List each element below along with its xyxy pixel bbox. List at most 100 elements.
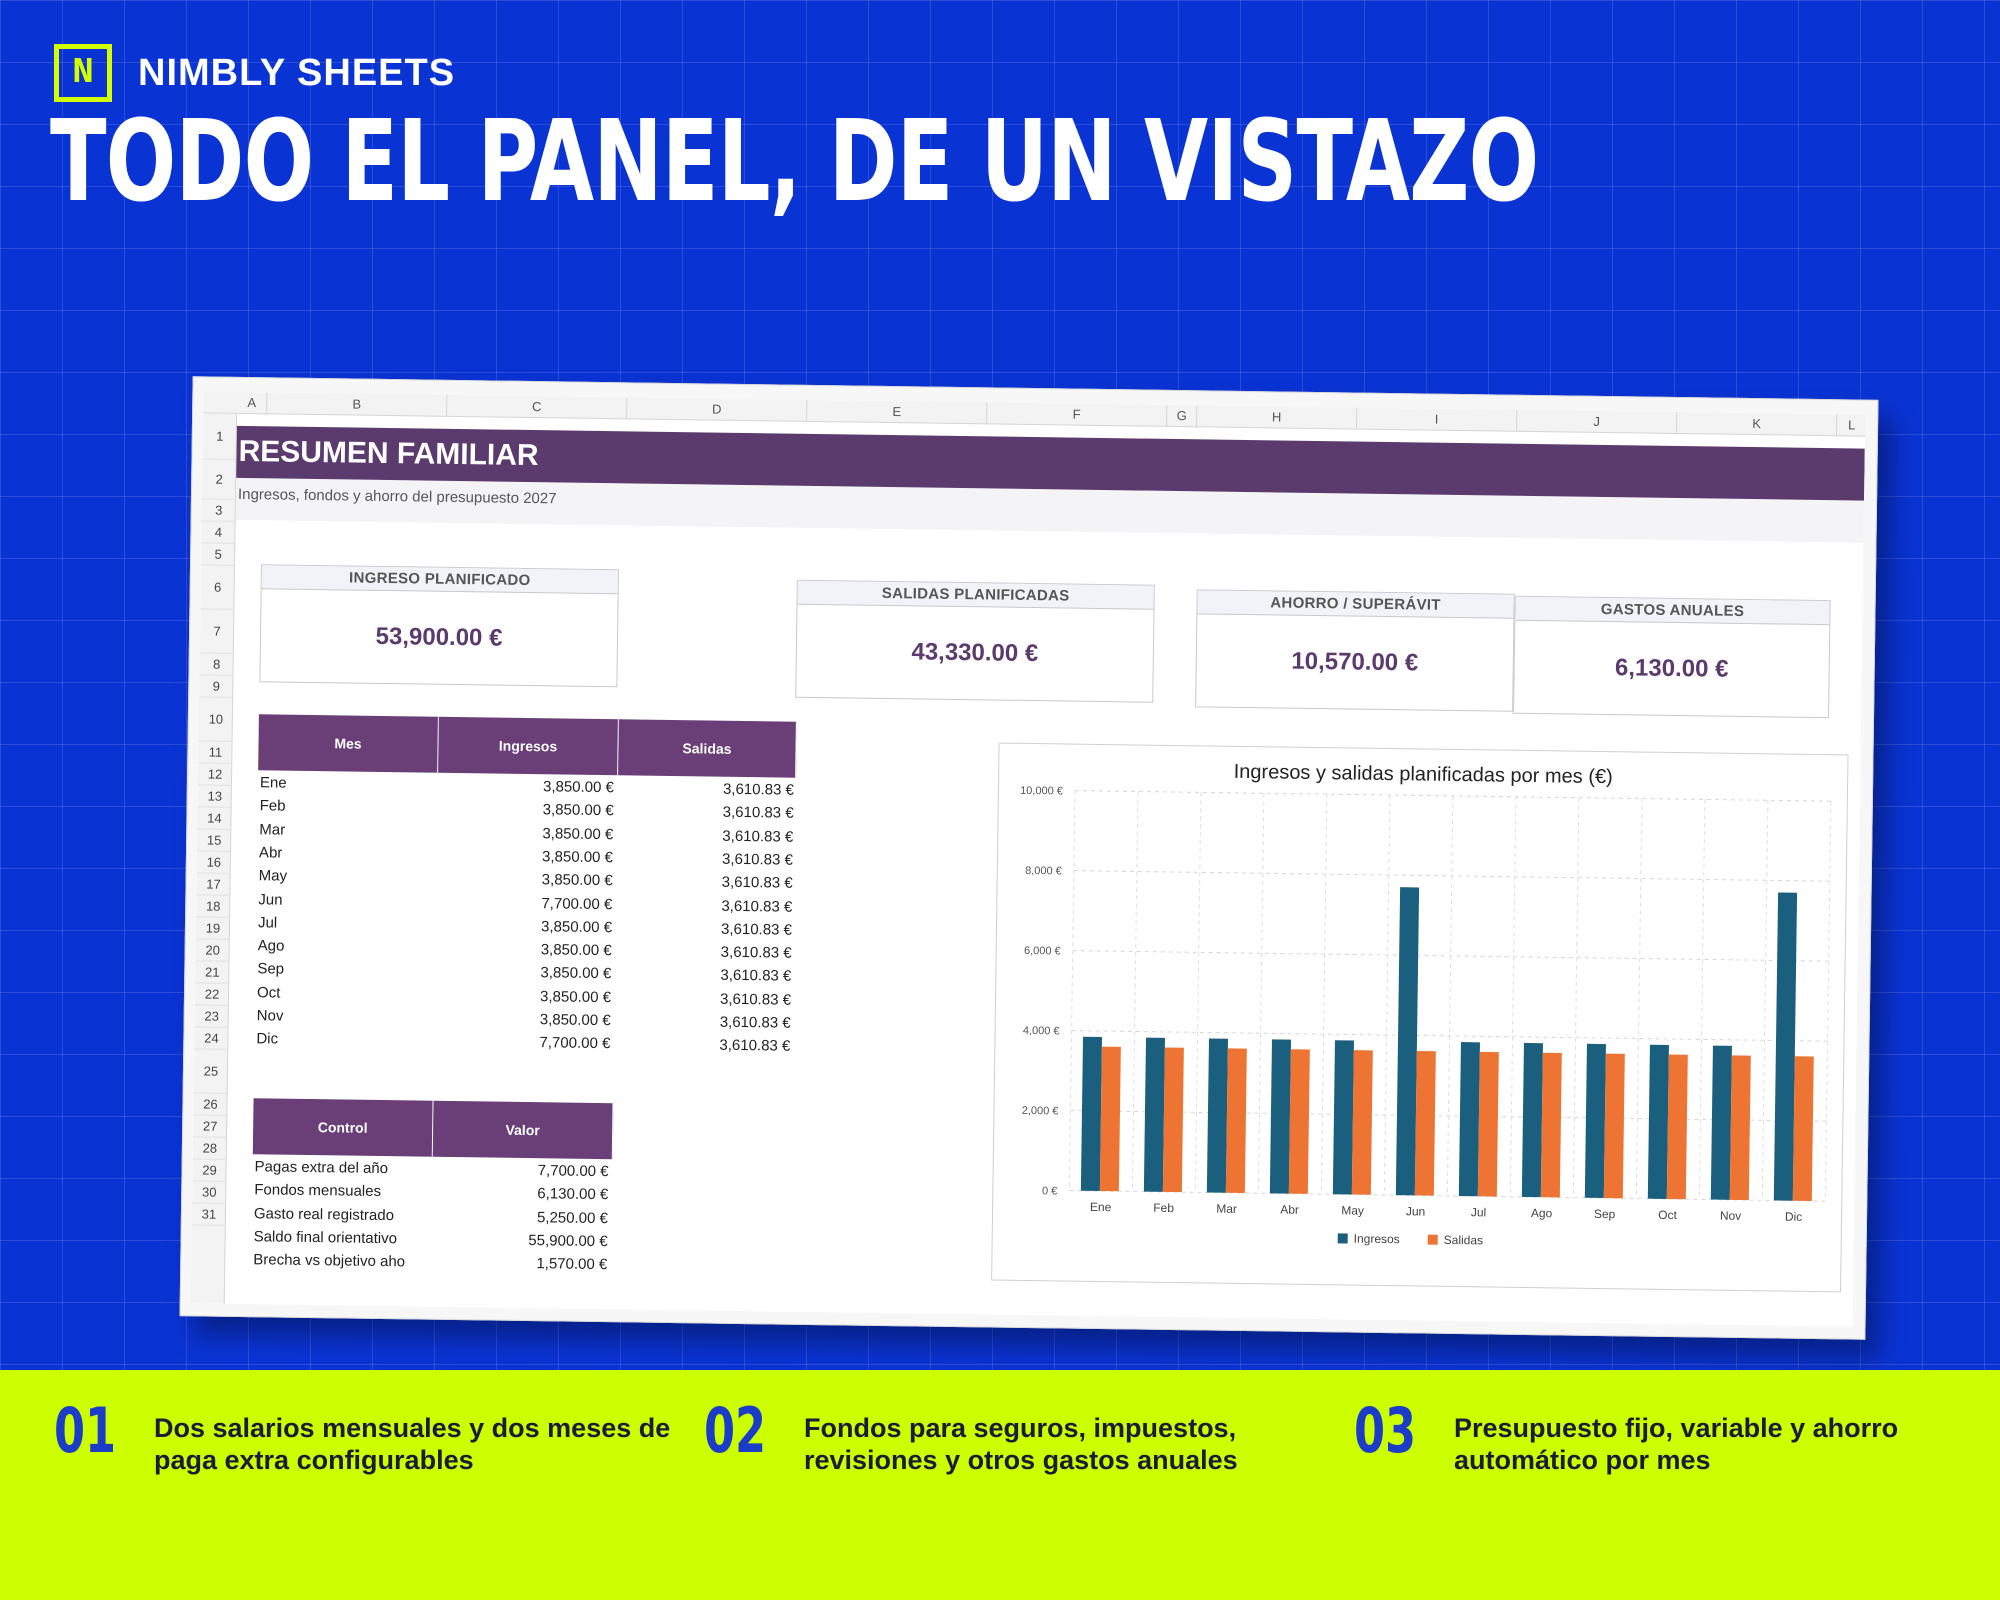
- row-header-21[interactable]: 21: [195, 961, 230, 984]
- row-header-27[interactable]: 27: [193, 1115, 228, 1138]
- x-tick-label: Ago: [1531, 1206, 1553, 1220]
- row-header-7[interactable]: 7: [199, 609, 235, 654]
- bar-ingresos-mar: [1206, 1038, 1228, 1193]
- column-header-c[interactable]: C: [447, 394, 628, 420]
- row-header-17[interactable]: 17: [196, 873, 231, 896]
- row-header-30[interactable]: 30: [192, 1181, 227, 1204]
- column-header-i[interactable]: I: [1357, 407, 1518, 432]
- column-header-salidas: Salidas: [618, 719, 797, 778]
- row-header-14[interactable]: 14: [197, 807, 232, 830]
- ingresos-cell[interactable]: 3,850.00 €: [542, 801, 614, 820]
- row-header-23[interactable]: 23: [194, 1005, 229, 1028]
- bar-salidas-mar: [1225, 1048, 1247, 1194]
- row-header-19[interactable]: 19: [195, 917, 231, 940]
- row-header-18[interactable]: 18: [196, 895, 231, 918]
- ingresos-cell[interactable]: 7,700.00 €: [541, 894, 613, 913]
- salidas-cell[interactable]: 3,610.83 €: [719, 990, 792, 1009]
- ingresos-cell[interactable]: 3,850.00 €: [542, 778, 615, 797]
- salidas-cell[interactable]: 3,610.83 €: [721, 873, 793, 892]
- ingresos-cell[interactable]: 3,850.00 €: [539, 987, 612, 1006]
- control-value-cell[interactable]: 1,570.00 €: [536, 1255, 608, 1274]
- month-cell[interactable]: Mar: [259, 820, 286, 839]
- column-header-j[interactable]: J: [1516, 409, 1678, 435]
- ingresos-cell[interactable]: 3,850.00 €: [540, 964, 612, 983]
- month-cell[interactable]: Dic: [256, 1030, 279, 1048]
- ingresos-cell[interactable]: 3,850.00 €: [539, 1011, 611, 1030]
- row-header-20[interactable]: 20: [195, 939, 230, 962]
- column-header-f[interactable]: F: [987, 402, 1168, 427]
- ingresos-cell[interactable]: 7,700.00 €: [539, 1034, 611, 1053]
- control-label-cell[interactable]: Brecha vs objetivo aho: [253, 1251, 406, 1271]
- column-header-h[interactable]: H: [1197, 405, 1358, 430]
- ingresos-cell[interactable]: 3,850.00 €: [542, 824, 614, 843]
- month-cell[interactable]: Nov: [256, 1007, 284, 1025]
- month-cell[interactable]: Sep: [257, 960, 285, 978]
- salidas-cell[interactable]: 3,610.83 €: [721, 850, 794, 869]
- control-value-cell[interactable]: 55,900.00 €: [528, 1231, 608, 1251]
- control-label-cell[interactable]: Fondos mensuales: [254, 1181, 382, 1201]
- y-tick-label: 4,000 €: [1023, 1025, 1060, 1038]
- row-header-8[interactable]: 8: [199, 653, 234, 676]
- row-header-24[interactable]: 24: [194, 1027, 229, 1050]
- row-header-22[interactable]: 22: [194, 983, 230, 1006]
- ingresos-cell[interactable]: 3,850.00 €: [540, 941, 612, 960]
- row-header-6[interactable]: 6: [200, 565, 236, 610]
- row-header-28[interactable]: 28: [192, 1137, 228, 1160]
- month-cell[interactable]: Oct: [256, 983, 281, 1002]
- salidas-cell[interactable]: 3,610.83 €: [720, 943, 792, 962]
- column-header-a[interactable]: A: [237, 391, 268, 415]
- salidas-cell[interactable]: 3,610.83 €: [722, 780, 795, 799]
- column-header-e[interactable]: E: [807, 399, 988, 425]
- month-cell[interactable]: Ene: [259, 774, 287, 792]
- row-header-1[interactable]: 1: [202, 413, 238, 460]
- salidas-cell[interactable]: 3,610.83 €: [720, 967, 792, 986]
- row-header-12[interactable]: 12: [197, 763, 233, 786]
- bar-salidas-jul: [1477, 1051, 1499, 1197]
- ingresos-cell[interactable]: 3,850.00 €: [540, 917, 613, 936]
- control-label-cell[interactable]: Gasto real registrado: [253, 1204, 395, 1224]
- row-header-9[interactable]: 9: [199, 675, 234, 698]
- month-cell[interactable]: Abr: [258, 844, 283, 862]
- grid-line-vertical: [1761, 800, 1769, 1201]
- row-header-5[interactable]: 5: [201, 543, 236, 566]
- row-header-31[interactable]: 31: [191, 1203, 227, 1226]
- row-header-13[interactable]: 13: [197, 785, 232, 808]
- row-header-16[interactable]: 16: [196, 851, 232, 874]
- row-header-25[interactable]: 25: [193, 1049, 229, 1094]
- grid-line-vertical: [1824, 801, 1832, 1202]
- month-cell[interactable]: May: [258, 867, 288, 885]
- column-header-d[interactable]: D: [627, 397, 808, 422]
- grid-line-vertical: [1572, 797, 1580, 1198]
- column-header-g[interactable]: G: [1167, 404, 1198, 428]
- month-cell[interactable]: Feb: [259, 797, 286, 815]
- month-cell[interactable]: Ago: [257, 937, 285, 955]
- column-header-l[interactable]: L: [1836, 414, 1866, 437]
- salidas-cell[interactable]: 3,610.83 €: [720, 920, 793, 939]
- row-header-4[interactable]: 4: [201, 521, 236, 544]
- control-value-cell[interactable]: 6,130.00 €: [537, 1185, 609, 1204]
- column-header-b[interactable]: B: [267, 392, 448, 417]
- column-header-k[interactable]: K: [1676, 412, 1838, 437]
- row-header-29[interactable]: 29: [192, 1159, 227, 1182]
- salidas-cell[interactable]: 3,610.83 €: [722, 804, 794, 823]
- month-cell[interactable]: Jun: [258, 890, 283, 909]
- salidas-cell[interactable]: 3,610.83 €: [719, 1036, 791, 1055]
- row-header-3[interactable]: 3: [201, 499, 236, 522]
- row-header-26[interactable]: 26: [193, 1093, 228, 1116]
- control-value-cell[interactable]: 7,700.00 €: [537, 1162, 609, 1181]
- row-header-10[interactable]: 10: [198, 697, 234, 742]
- bar-salidas-ene: [1099, 1046, 1121, 1192]
- salidas-cell[interactable]: 3,610.83 €: [719, 1013, 791, 1032]
- salidas-cell[interactable]: 3,610.83 €: [721, 897, 793, 916]
- control-label-cell[interactable]: Saldo final orientativo: [253, 1228, 398, 1248]
- ingresos-cell[interactable]: 3,850.00 €: [541, 871, 613, 890]
- month-cell[interactable]: Jul: [257, 914, 278, 932]
- row-header-11[interactable]: 11: [198, 741, 233, 764]
- row-header-2[interactable]: 2: [201, 459, 237, 500]
- salidas-cell[interactable]: 3,610.83 €: [722, 827, 794, 846]
- control-label-cell[interactable]: Pagas extra del año: [254, 1158, 389, 1178]
- ingresos-cell[interactable]: 3,850.00 €: [541, 848, 614, 867]
- row-header-15[interactable]: 15: [197, 829, 232, 852]
- control-value-cell[interactable]: 5,250.00 €: [536, 1208, 609, 1227]
